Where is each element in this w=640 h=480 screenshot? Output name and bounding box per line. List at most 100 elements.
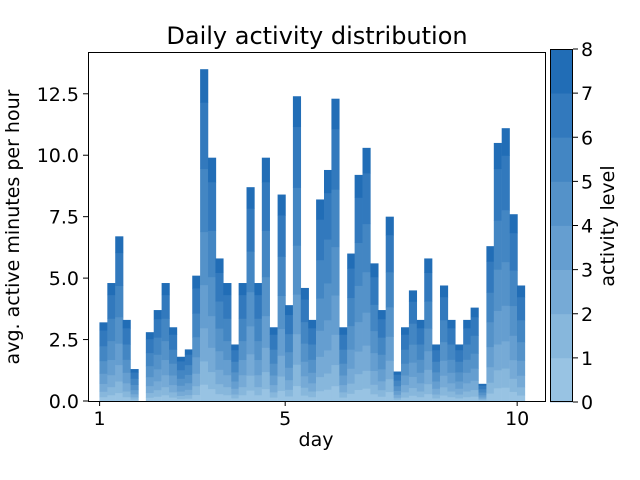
- y-tick-label: 12.5: [37, 84, 79, 106]
- bar-stack: [432, 344, 441, 402]
- bar-segment: [184, 374, 193, 384]
- colorbar-tick-label: 4: [581, 216, 593, 238]
- bar-segment: [231, 388, 240, 395]
- bar-segment: [254, 375, 263, 388]
- bar-segment: [517, 342, 526, 361]
- bar-segment: [292, 294, 302, 335]
- bar-segment: [463, 319, 472, 329]
- bar-segment: [408, 395, 418, 402]
- bar-segment: [215, 351, 224, 370]
- bar-segment: [331, 246, 340, 296]
- bar-segment: [463, 391, 472, 398]
- bar-segment: [300, 321, 309, 344]
- bar-stack: [393, 371, 402, 402]
- bar-segment: [377, 390, 386, 397]
- bar-segment: [231, 372, 240, 382]
- bar-segment: [161, 386, 170, 396]
- bar-segment: [192, 394, 201, 402]
- bar-segment: [292, 364, 302, 387]
- bar-segment: [238, 294, 247, 319]
- bar-segment: [339, 334, 348, 350]
- bar-segment: [347, 383, 356, 394]
- bar-segment: [401, 397, 410, 402]
- bar-segment: [122, 344, 131, 360]
- bar-stack: [192, 275, 201, 402]
- bar-segment: [223, 359, 232, 376]
- bar-segment: [161, 359, 170, 376]
- bar-segment: [300, 387, 309, 396]
- bar-segment: [308, 396, 317, 402]
- bar-segment: [238, 318, 247, 342]
- bar-segment: [377, 319, 386, 338]
- bar-segment: [493, 310, 502, 345]
- colorbar-tick-label: 0: [581, 392, 593, 414]
- bar-segment: [254, 340, 263, 361]
- bar-segment: [354, 373, 363, 390]
- bar-segment: [493, 269, 502, 311]
- bar-segment: [130, 397, 139, 400]
- bar-stack: [354, 174, 363, 402]
- bar-segment: [223, 340, 232, 361]
- bar-segment: [377, 369, 386, 382]
- bar-segment: [208, 276, 217, 317]
- bar-segment: [269, 375, 278, 386]
- bar-segment: [509, 391, 518, 402]
- bar-segment: [277, 256, 286, 297]
- bar-segment: [478, 383, 487, 386]
- bar-segment: [122, 319, 131, 329]
- bar-segment: [362, 388, 371, 402]
- bar-stack: [122, 319, 131, 402]
- bar-stack: [246, 187, 255, 402]
- bar-segment: [393, 397, 402, 400]
- bar-segment: [208, 315, 217, 348]
- bar-segment: [339, 375, 348, 386]
- bar-stack: [277, 194, 286, 402]
- bar-segment: [339, 397, 348, 402]
- bar-segment: [300, 361, 309, 377]
- bar-segment: [122, 328, 131, 345]
- bar-segment: [416, 359, 425, 373]
- bar-stack: [145, 332, 154, 402]
- bar-segment: [377, 396, 386, 402]
- bar-segment: [223, 386, 232, 396]
- bar-segment: [300, 287, 309, 300]
- bar-segment: [122, 383, 131, 392]
- bar-segment: [517, 360, 526, 376]
- bar-segment: [393, 374, 402, 381]
- bar-segment: [208, 182, 217, 231]
- bar-segment: [107, 386, 116, 396]
- bar-segment: [254, 395, 263, 402]
- bar-segment: [331, 334, 340, 366]
- bar-segment: [354, 389, 363, 402]
- bar-segment: [354, 242, 363, 286]
- bar-segment: [393, 394, 402, 398]
- bar-segment: [115, 236, 124, 254]
- bar-segment: [130, 369, 139, 373]
- bar-segment: [354, 351, 363, 375]
- bar-segment: [370, 384, 379, 395]
- bar-segment: [285, 305, 294, 316]
- bar-segment: [169, 384, 178, 393]
- bar-segment: [347, 268, 356, 299]
- bar-segment: [470, 389, 479, 397]
- bar-segment: [493, 388, 502, 402]
- bar-segment: [455, 350, 464, 362]
- bar-segment: [246, 291, 255, 327]
- bar-segment: [169, 392, 178, 398]
- bar-segment: [184, 382, 193, 390]
- bar-segment: [455, 388, 464, 395]
- bar-segment: [145, 332, 154, 340]
- bar-segment: [416, 383, 425, 392]
- colorbar-tick-label: 5: [581, 171, 593, 193]
- bar-segment: [176, 395, 186, 400]
- bar-segment: [153, 354, 162, 370]
- bar-segment: [238, 386, 247, 396]
- colorbar-swatch: [550, 137, 573, 182]
- bar-stack: [339, 327, 348, 402]
- bar-segment: [169, 349, 178, 364]
- bar-segment: [493, 220, 502, 270]
- bar-segment: [331, 364, 340, 387]
- bar-segment: [408, 301, 418, 324]
- bar-segment: [463, 344, 472, 360]
- bar-segment: [122, 359, 131, 373]
